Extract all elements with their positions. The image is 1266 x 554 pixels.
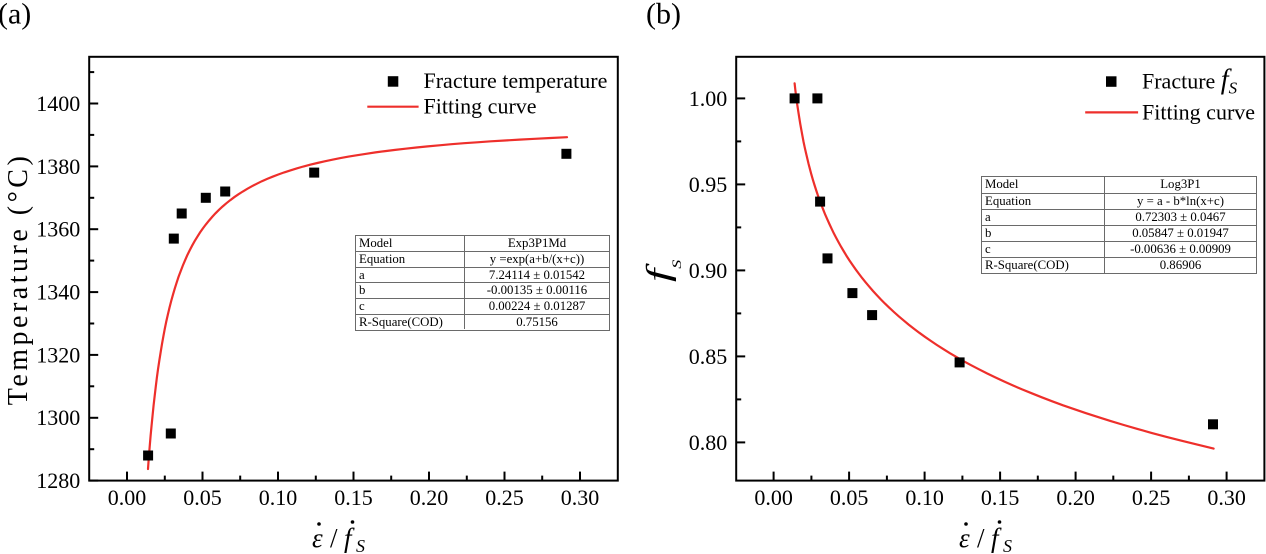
svg-text:S: S [1003,536,1012,554]
svg-text:0.05: 0.05 [830,485,869,510]
svg-text:1360: 1360 [36,217,80,242]
svg-text:1340: 1340 [36,280,80,305]
svg-text:(a): (a) [0,0,31,31]
svg-text:/: / [977,523,985,553]
svg-text:0.00: 0.00 [108,485,147,510]
svg-text:0.85: 0.85 [689,344,728,369]
svg-text:1.00: 1.00 [689,86,728,111]
svg-text:0.00: 0.00 [754,485,793,510]
svg-text:1380: 1380 [36,154,80,179]
svg-text:Fracture fS: Fracture fS [1142,65,1238,98]
svg-text:1280: 1280 [36,468,80,493]
svg-text:1300: 1300 [36,405,80,430]
svg-text:0.25: 0.25 [1132,485,1171,510]
svg-text:0.95: 0.95 [689,172,728,197]
svg-text:S: S [356,536,365,554]
svg-text:0.10: 0.10 [259,485,298,510]
svg-text:Fitting curve: Fitting curve [424,93,537,118]
svg-text:0.30: 0.30 [1207,485,1246,510]
svg-text:0.15: 0.15 [334,485,373,510]
svg-text:0.20: 0.20 [1056,485,1095,510]
svg-text:0.25: 0.25 [485,485,524,510]
svg-text:0.10: 0.10 [905,485,944,510]
svg-text:f: f [991,523,1002,553]
svg-text:0.05: 0.05 [183,485,222,510]
svg-text:Temperature (°C): Temperature (°C) [3,153,34,406]
svg-text:0.90: 0.90 [689,258,728,283]
svg-text:ε: ε [959,523,970,553]
svg-text:0.30: 0.30 [561,485,600,510]
svg-text:fS: fS [639,259,684,282]
svg-text:1400: 1400 [36,91,80,116]
svg-text:ε: ε [312,523,323,553]
svg-text:0.20: 0.20 [410,485,449,510]
svg-text:Fitting curve: Fitting curve [1142,100,1255,125]
svg-text:(b): (b) [646,0,681,31]
svg-text:f: f [344,523,355,553]
svg-text:1320: 1320 [36,342,80,367]
svg-text:/: / [330,523,338,553]
svg-text:0.15: 0.15 [981,485,1020,510]
svg-text:0.80: 0.80 [689,430,728,455]
svg-text:Fracture temperature: Fracture temperature [424,68,608,93]
